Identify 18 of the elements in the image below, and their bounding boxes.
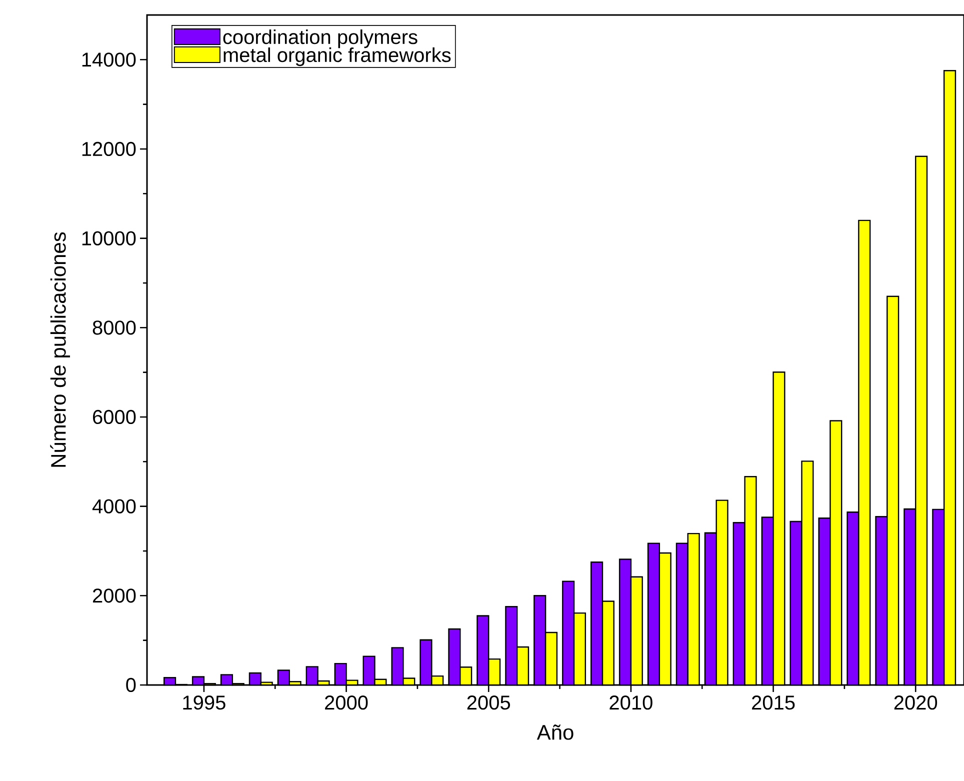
y-tick-label: 2000 bbox=[92, 588, 136, 603]
x-axis-title: Año bbox=[536, 724, 574, 740]
y-tick-label: 4000 bbox=[92, 499, 136, 514]
x-tick-label: 2020 bbox=[894, 696, 938, 710]
y-tick-label: 14000 bbox=[82, 52, 136, 67]
y-tick-label: 10000 bbox=[82, 231, 136, 246]
y-axis-title: Número de publicaciones bbox=[50, 232, 70, 467]
x-tick-label: 2005 bbox=[467, 696, 510, 710]
y-tick-label: 0 bbox=[126, 678, 136, 692]
y-tick-label: 6000 bbox=[93, 410, 136, 424]
legend-label: coordination polymers bbox=[223, 29, 418, 48]
x-tick-label: 2000 bbox=[325, 696, 368, 710]
x-tick-label: 2015 bbox=[752, 696, 795, 710]
y-tick-label: 12000 bbox=[82, 142, 136, 156]
x-tick-label: 2010 bbox=[610, 696, 652, 710]
y-tick-label: 8000 bbox=[92, 320, 136, 335]
x-tick-label: 1995 bbox=[183, 696, 226, 710]
legend-label: metal organic frameworks bbox=[224, 47, 451, 66]
